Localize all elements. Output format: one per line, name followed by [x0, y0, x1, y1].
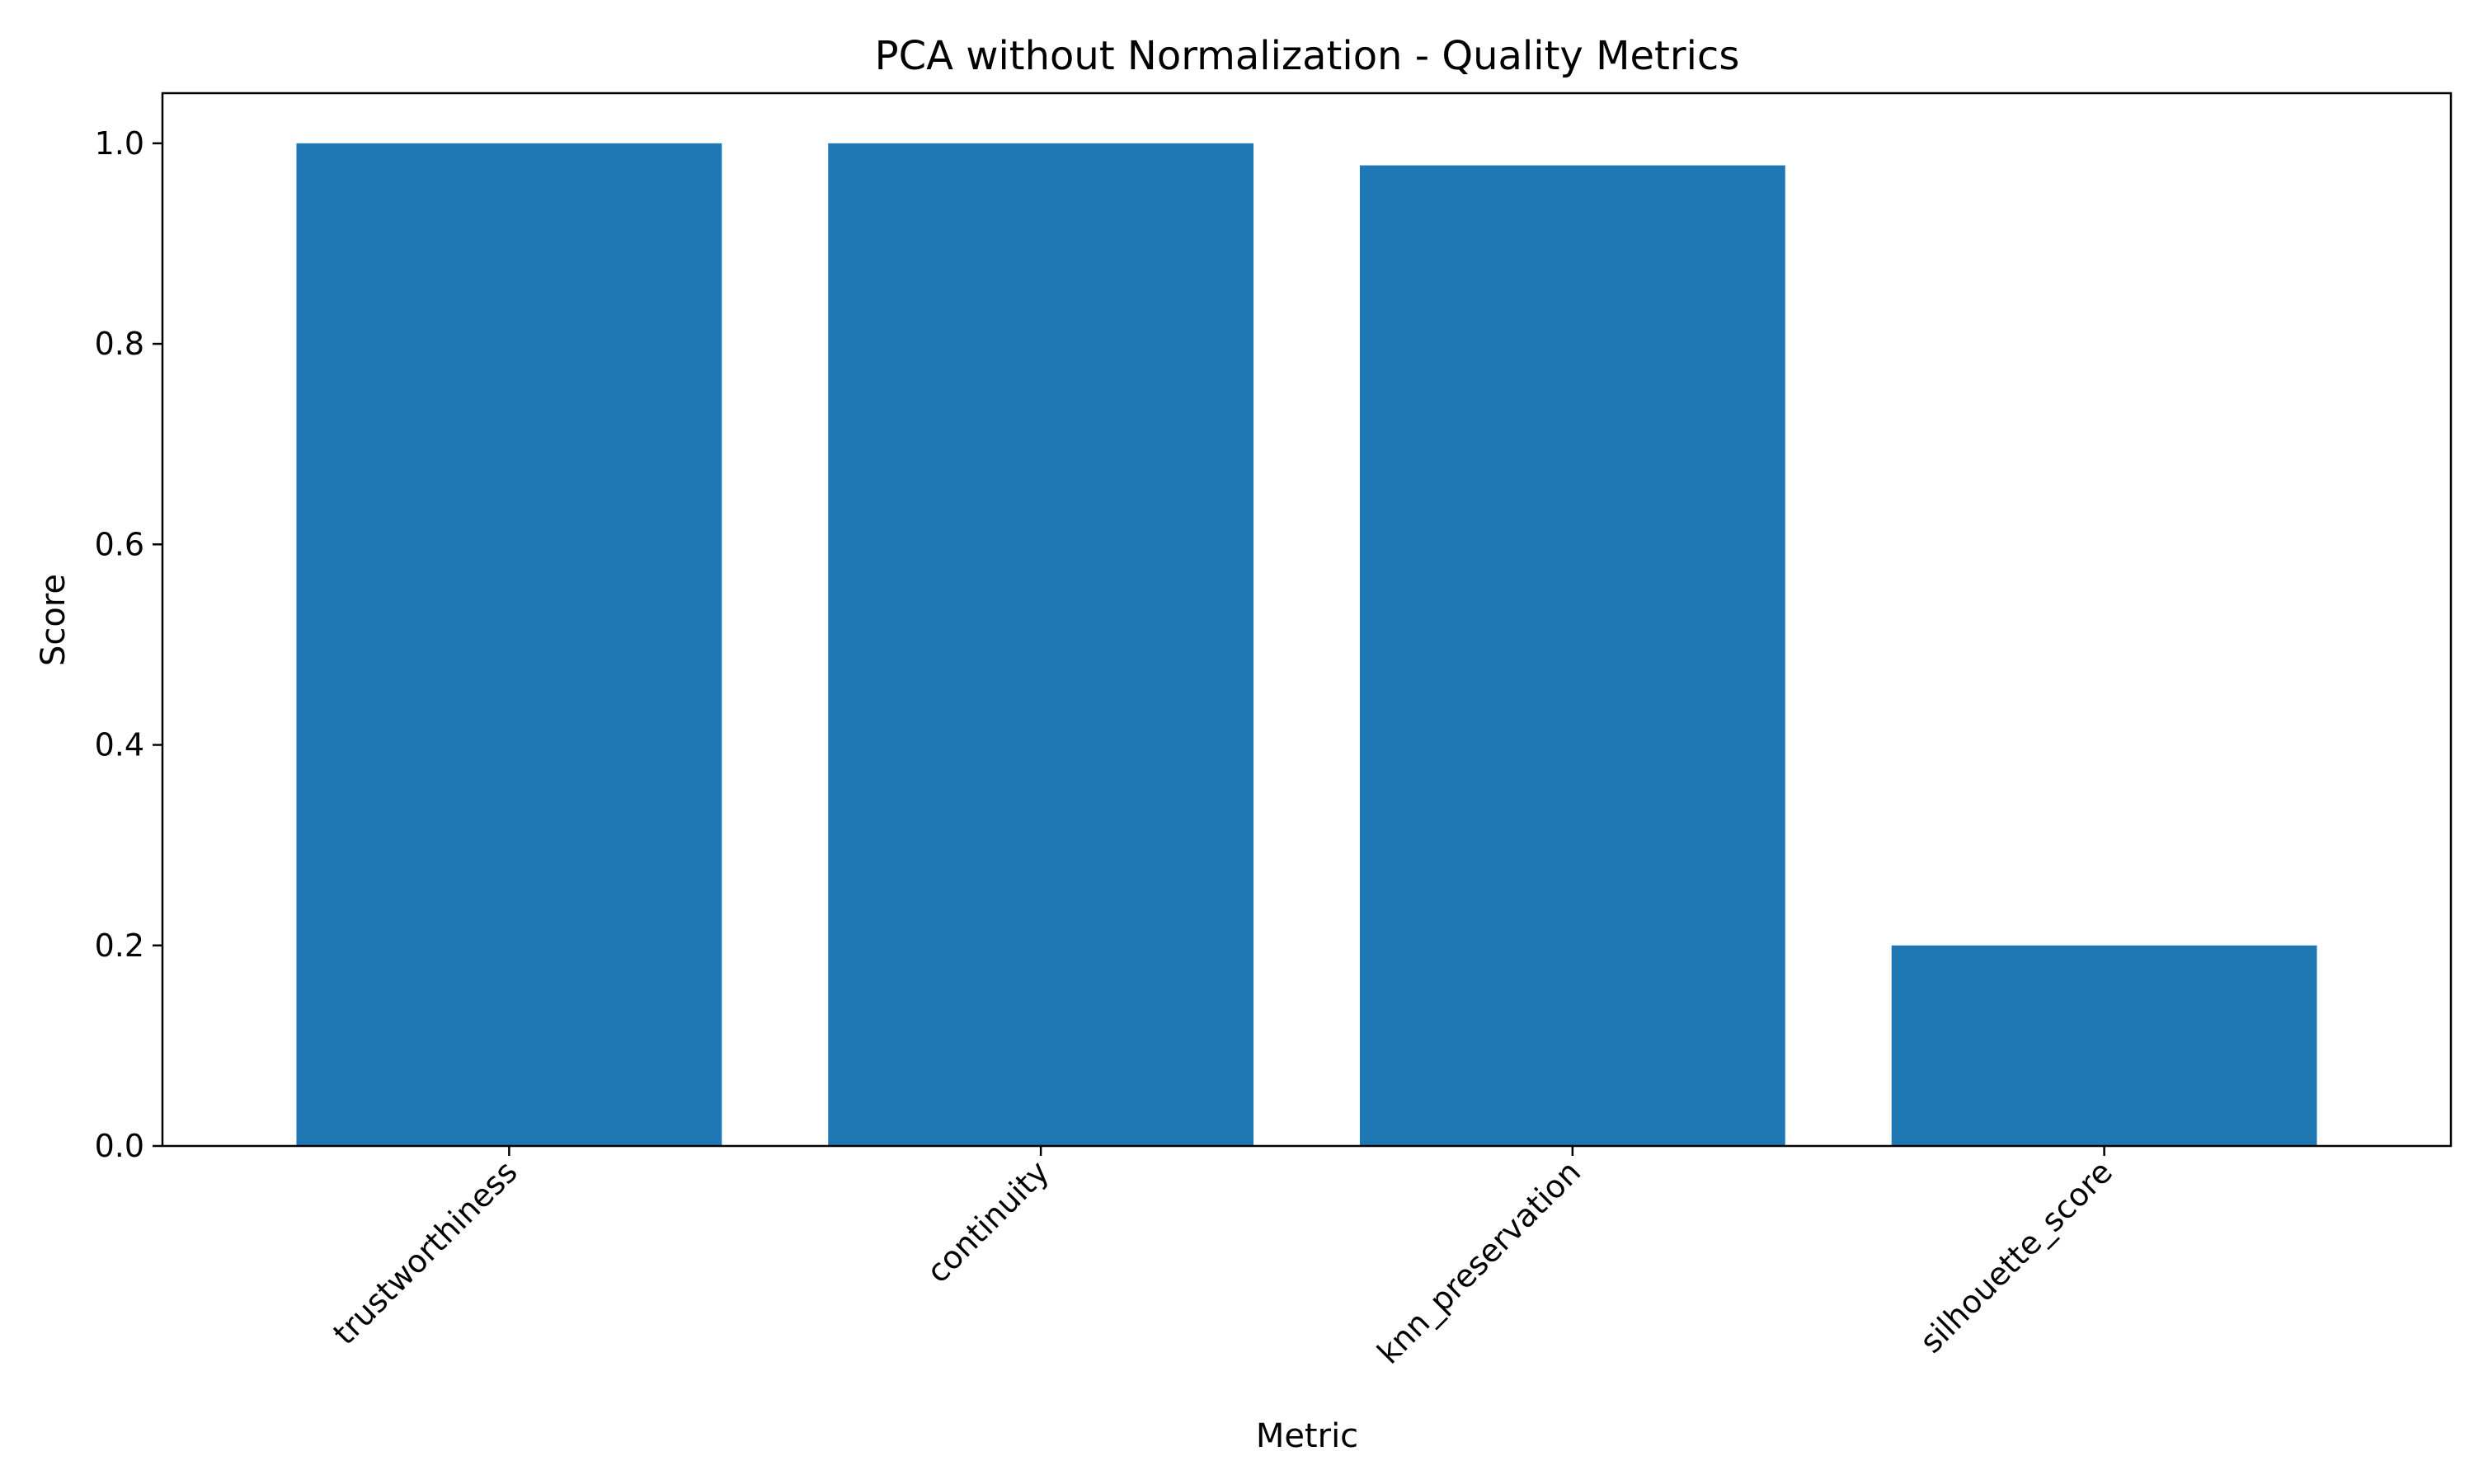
y-tick-label: 1.0 — [95, 125, 144, 162]
bar-trustworthiness — [296, 143, 722, 1146]
bars-layer — [296, 143, 2317, 1146]
y-tick-label: 0.4 — [95, 727, 144, 763]
y-tick-label: 0.8 — [95, 326, 144, 362]
x-axis-label: Metric — [1256, 1417, 1358, 1455]
y-tick-label: 0.6 — [95, 526, 144, 562]
bar-silhouette-score — [1891, 945, 2317, 1146]
y-axis: 0.0 0.2 0.4 0.6 0.8 1.0 — [95, 125, 162, 1164]
bar-knn-preservation — [1359, 165, 1785, 1146]
y-tick-label: 0.0 — [95, 1128, 144, 1164]
bar-continuity — [828, 143, 1254, 1146]
y-axis-label: Score — [35, 574, 73, 666]
chart-title: PCA without Normalization - Quality Metr… — [875, 33, 1740, 79]
plot-frame — [161, 92, 2453, 1148]
y-tick-label: 0.2 — [95, 928, 144, 964]
